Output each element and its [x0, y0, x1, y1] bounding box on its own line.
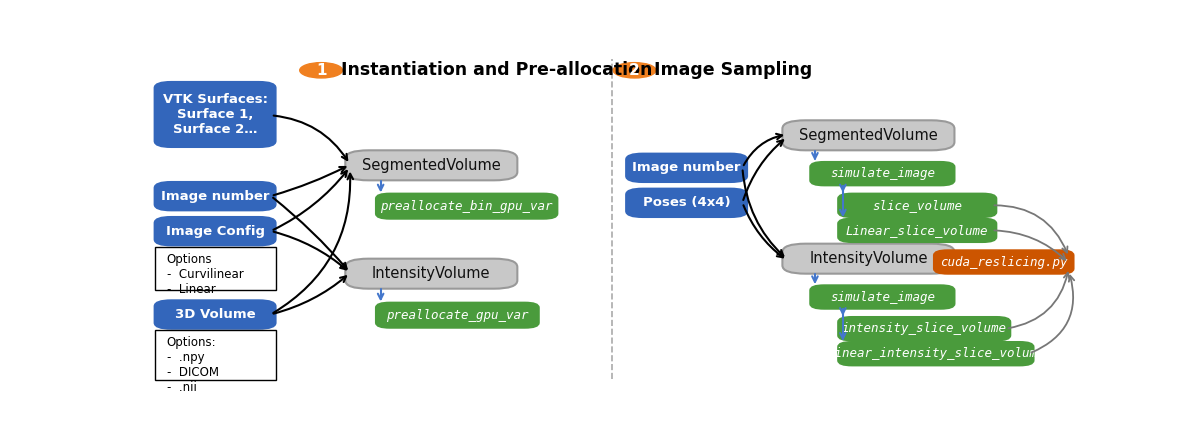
Text: Image number: Image number — [161, 190, 269, 203]
FancyBboxPatch shape — [155, 330, 276, 380]
FancyBboxPatch shape — [155, 217, 276, 246]
FancyBboxPatch shape — [155, 247, 276, 291]
FancyBboxPatch shape — [839, 342, 1033, 365]
Text: VTK Surfaces:
Surface 1,
Surface 2…: VTK Surfaces: Surface 1, Surface 2… — [163, 93, 268, 136]
Text: simulate_image: simulate_image — [830, 291, 935, 304]
Circle shape — [613, 63, 656, 78]
Text: Options:
-  .npy
-  DICOM
-  .nii: Options: - .npy - DICOM - .nii — [167, 336, 218, 394]
FancyBboxPatch shape — [346, 259, 517, 289]
Text: Image number: Image number — [632, 162, 740, 174]
Text: Image Config: Image Config — [166, 225, 265, 238]
Text: Linear_slice_volume: Linear_slice_volume — [846, 224, 989, 237]
FancyBboxPatch shape — [346, 150, 517, 180]
FancyBboxPatch shape — [810, 162, 954, 185]
FancyBboxPatch shape — [155, 82, 276, 147]
FancyBboxPatch shape — [839, 194, 996, 217]
Text: Poses (4x4): Poses (4x4) — [643, 196, 731, 209]
FancyBboxPatch shape — [155, 301, 276, 329]
FancyBboxPatch shape — [376, 303, 539, 328]
Text: Instantiation and Pre-allocation: Instantiation and Pre-allocation — [341, 61, 652, 79]
Text: preallocate_gpu_var: preallocate_gpu_var — [386, 309, 529, 322]
Text: 2: 2 — [629, 63, 640, 78]
Text: 3D Volume: 3D Volume — [175, 308, 256, 321]
FancyBboxPatch shape — [934, 250, 1074, 274]
FancyBboxPatch shape — [155, 182, 276, 210]
Text: cuda_reslicing.py: cuda_reslicing.py — [940, 255, 1068, 268]
Circle shape — [300, 63, 342, 78]
FancyBboxPatch shape — [810, 285, 954, 309]
Text: IntensityVolume: IntensityVolume — [809, 251, 928, 266]
Text: intensity_slice_volume: intensity_slice_volume — [841, 322, 1007, 335]
Text: Options
-  Curvilinear
-  Linear: Options - Curvilinear - Linear — [167, 253, 244, 296]
FancyBboxPatch shape — [839, 219, 996, 242]
FancyBboxPatch shape — [626, 154, 748, 182]
Text: preallocate_bin_gpu_var: preallocate_bin_gpu_var — [380, 200, 553, 213]
FancyBboxPatch shape — [376, 194, 557, 219]
Text: Linear_intensity_slice_volume: Linear_intensity_slice_volume — [827, 347, 1044, 360]
Text: slice_volume: slice_volume — [872, 199, 962, 212]
Text: simulate_image: simulate_image — [830, 167, 935, 180]
FancyBboxPatch shape — [626, 189, 748, 217]
Text: SegmentedVolume: SegmentedVolume — [362, 158, 500, 173]
FancyBboxPatch shape — [839, 317, 1010, 340]
FancyBboxPatch shape — [782, 244, 954, 274]
Text: SegmentedVolume: SegmentedVolume — [799, 128, 938, 143]
Text: Image Sampling: Image Sampling — [654, 61, 812, 79]
FancyBboxPatch shape — [782, 120, 954, 150]
Text: IntensityVolume: IntensityVolume — [372, 266, 491, 281]
Text: 1: 1 — [316, 63, 326, 78]
